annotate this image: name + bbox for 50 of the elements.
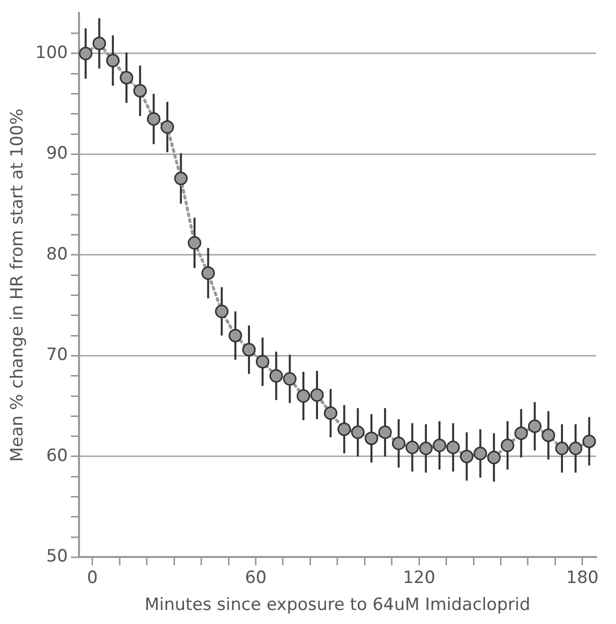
point: [406, 440, 420, 454]
y-tick-label: 80: [46, 244, 68, 264]
point: [174, 172, 188, 186]
point: [296, 389, 310, 403]
y-tick-label: 70: [46, 345, 68, 366]
point: [474, 446, 488, 460]
y-tick-label: 50: [46, 546, 68, 567]
y-tick-label: 100: [35, 42, 68, 63]
point: [133, 84, 147, 98]
x-axis-title: Minutes since exposure to 64uM Imidacloprid: [144, 595, 530, 616]
point: [542, 428, 556, 442]
point: [160, 120, 174, 134]
point: [446, 440, 460, 454]
point: [582, 434, 596, 448]
point: [92, 36, 106, 50]
point: [364, 432, 378, 446]
point: [555, 442, 569, 456]
point: [146, 112, 160, 126]
point: [378, 426, 392, 440]
y-axis-title: Mean % change in HR from start at 100%: [8, 108, 28, 462]
point: [528, 419, 542, 433]
point: [514, 426, 528, 440]
x-tick-label: 120: [402, 568, 436, 588]
point: [256, 355, 270, 369]
point: [228, 328, 242, 342]
point: [283, 372, 297, 386]
x-tick-label: 0: [87, 568, 98, 588]
point: [242, 342, 256, 356]
y-tick-label: 90: [46, 144, 68, 164]
x-tick-label: 60: [244, 568, 267, 588]
point: [214, 304, 228, 318]
point: [351, 426, 365, 440]
point: [188, 236, 202, 250]
y-tick-label: 60: [46, 446, 68, 466]
point: [78, 46, 92, 60]
point: [269, 369, 283, 383]
point: [392, 436, 406, 450]
point: [432, 438, 446, 452]
point: [324, 406, 338, 420]
point: [568, 442, 582, 456]
point: [487, 450, 501, 464]
point: [460, 450, 474, 464]
point: [201, 266, 215, 280]
point: [120, 70, 134, 84]
point: [337, 422, 351, 436]
x-tick-label: 180: [566, 568, 599, 588]
point: [310, 388, 324, 402]
point: [500, 438, 514, 452]
point: [419, 442, 433, 456]
point: [106, 54, 120, 68]
